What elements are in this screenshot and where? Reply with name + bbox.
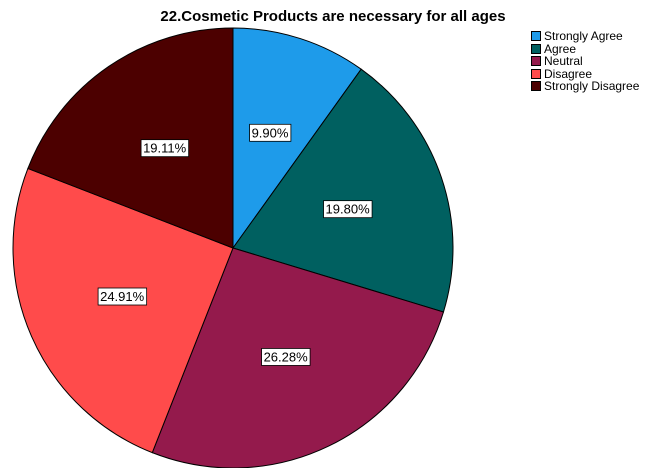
legend-swatch [531, 68, 541, 79]
pie-slice-agree [232, 68, 454, 313]
legend-item-strongly-agree: Strongly Agree [531, 30, 639, 43]
legend-label: Strongly Agree [544, 29, 623, 43]
legend-swatch [531, 43, 541, 54]
legend: Strongly Agree Agree Neutral Disagree St… [531, 30, 639, 93]
data-label: 19.11% [140, 139, 190, 158]
legend-swatch [531, 81, 541, 92]
data-label: 24.91% [97, 287, 148, 306]
data-label: 9.90% [249, 123, 292, 142]
legend-label: Neutral [544, 54, 583, 68]
legend-swatch [531, 31, 541, 42]
legend-label: Disagree [544, 66, 593, 81]
legend-item-strongly-disagree: Strongly Disagree [531, 80, 639, 93]
chart-title: 22.Cosmetic Products are necessary for a… [160, 8, 506, 25]
data-label-text: 19.11% [143, 141, 187, 156]
legend-label: Agree [544, 41, 577, 56]
data-label-text: 19.80% [326, 202, 371, 217]
legend-item-neutral: Neutral [531, 55, 639, 68]
data-label-box [97, 287, 148, 306]
data-label-text: 26.28% [264, 349, 309, 364]
legend-item-disagree: Disagree [531, 66, 639, 81]
legend-swatch [531, 56, 541, 67]
data-label-text: 24.91% [100, 289, 145, 304]
pie-slice-strongly-disagree [27, 27, 234, 249]
data-label-box [249, 123, 292, 142]
pie-slice-strongly-agree [232, 27, 362, 250]
legend-item-agree: Agree [531, 41, 639, 56]
legend-label: Strongly Disagree [544, 79, 640, 93]
data-label-text: 9.90% [252, 125, 289, 140]
data-label: 19.80% [323, 200, 373, 219]
pie-slice-disagree [12, 167, 234, 454]
data-label: 26.28% [261, 348, 311, 366]
data-label-box [261, 348, 311, 366]
data-label-box [140, 139, 190, 158]
data-label-box [323, 200, 373, 219]
